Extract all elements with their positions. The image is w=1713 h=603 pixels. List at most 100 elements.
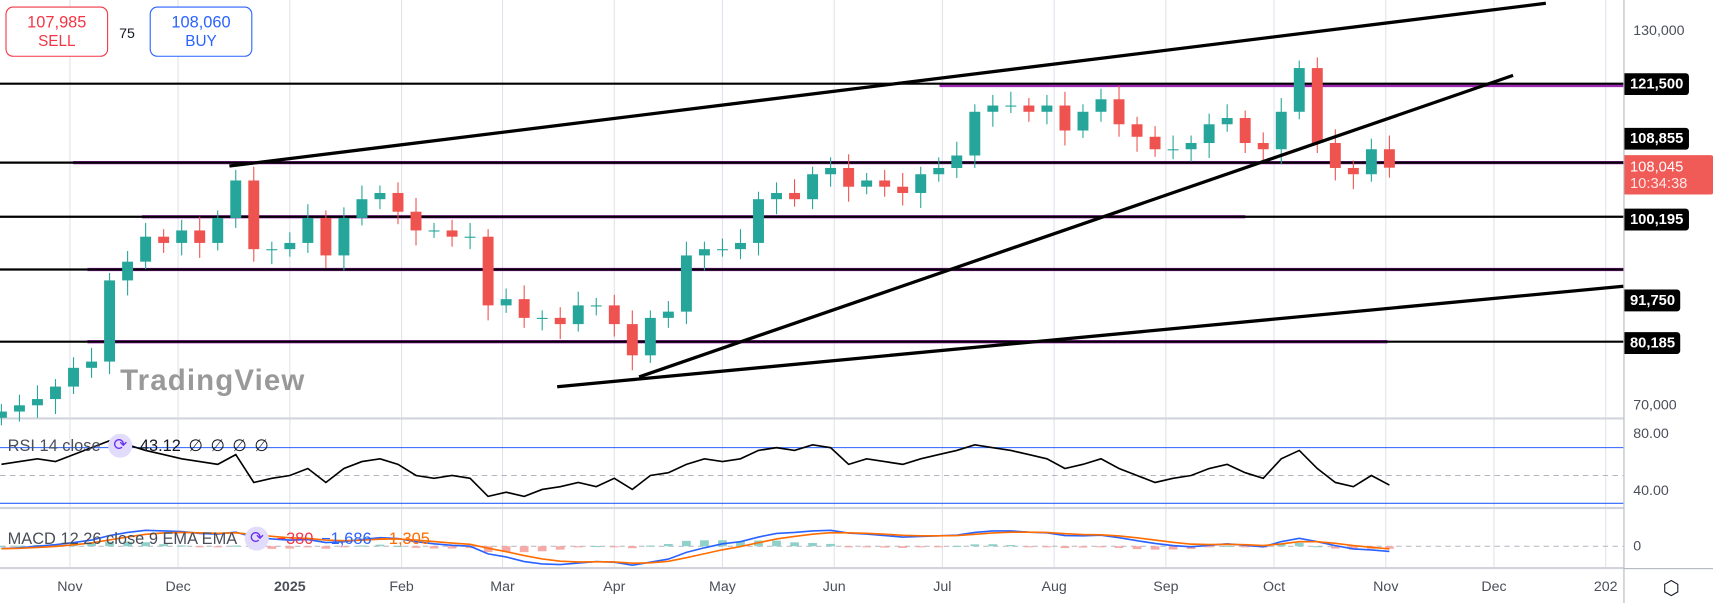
macd-histogram-bar: [1060, 546, 1070, 549]
macd-histogram-bar: [501, 546, 511, 552]
candle-body: [861, 180, 873, 187]
macd-histogram-bar: [195, 546, 205, 548]
macd-histogram-bar: [1096, 546, 1106, 548]
signal-line: [1, 531, 1390, 565]
candle-body: [320, 217, 332, 256]
macd-legend[interactable]: MACD 12 26 close 9 EMA EMA ⟳ −380 −1,686…: [8, 526, 430, 551]
tradingview-watermark: TradingView: [120, 363, 306, 397]
buy-label: BUY: [185, 31, 217, 50]
candle-body: [698, 249, 710, 256]
macd-histogram-bar: [988, 544, 998, 547]
candle-body: [807, 174, 819, 200]
rsi-extra-4: ∅: [254, 436, 269, 456]
candle-body: [1275, 111, 1287, 150]
level-tag: 100,195: [1624, 208, 1689, 231]
macd-histogram-bar: [1222, 545, 1232, 547]
level-tag: 121,500: [1624, 73, 1689, 96]
macd-histogram-bar: [1294, 542, 1304, 547]
macd-histogram-bar: [537, 546, 547, 552]
candle-body: [1203, 124, 1215, 144]
trendline: [557, 284, 1624, 389]
macd-histogram-bar: [826, 543, 835, 547]
macd-histogram-bar: [231, 545, 241, 547]
sync-icon[interactable]: ⟳: [244, 526, 269, 551]
candle-body: [32, 399, 43, 406]
candle-body: [1059, 105, 1071, 131]
macd-histogram-bar: [393, 545, 403, 547]
candle-body: [140, 236, 152, 262]
candle-body: [68, 367, 79, 387]
macd-histogram-bar: [105, 541, 114, 547]
candle-body: [987, 105, 999, 112]
time-label: Apr: [603, 577, 626, 595]
macd-histogram-bar: [339, 546, 349, 548]
macd-histogram-bar: [0, 546, 6, 548]
candle-body: [644, 317, 656, 356]
candle-body: [536, 317, 548, 319]
candle-body: [1131, 124, 1143, 137]
time-label: Jul: [933, 577, 952, 595]
macd-histogram-bar: [555, 546, 565, 550]
candle-body: [158, 236, 170, 243]
candle-body: [662, 311, 674, 318]
time-label: Dec: [165, 577, 191, 595]
macd-histogram-bar: [682, 540, 691, 547]
candle-body: [554, 317, 566, 325]
sync-icon[interactable]: ⟳: [108, 433, 133, 458]
candle-body: [464, 236, 476, 238]
candle-body: [50, 386, 61, 400]
candle-body: [104, 280, 116, 362]
macd-histogram-bar: [862, 546, 872, 548]
macd-histogram-bar: [844, 546, 854, 548]
candle-body: [1365, 149, 1377, 175]
macd-histogram-bar: [1042, 546, 1052, 548]
time-label: May: [709, 577, 736, 595]
rsi-legend[interactable]: RSI 14 close ⟳ 43.12 ∅ ∅ ∅ ∅: [8, 433, 269, 458]
candle-body: [897, 186, 909, 193]
macd-histogram-bar: [141, 542, 150, 547]
macd-histogram-bar: [1348, 546, 1358, 550]
buy-button[interactable]: 108,060 BUY: [149, 6, 253, 57]
candle-body: [284, 242, 296, 250]
candle-body: [86, 361, 98, 368]
macd-histogram-bar: [627, 546, 637, 549]
current-price-tag: 108,045 10:34:38: [1624, 155, 1713, 195]
rsi-tick: 40.00: [1633, 481, 1669, 499]
macd-histogram-bar: [573, 546, 583, 548]
candle-body: [608, 305, 620, 325]
sell-button[interactable]: 107,985 SELL: [5, 6, 109, 57]
macd-histogram-bar: [1078, 546, 1088, 548]
candle-body: [1023, 105, 1035, 112]
candle-body: [915, 174, 927, 193]
rsi-tick: 80.00: [1633, 424, 1669, 442]
candle-body: [843, 167, 855, 187]
macd-histogram-bar: [916, 546, 926, 548]
macd-histogram-bar: [123, 541, 132, 547]
macd-histogram-bar: [880, 546, 890, 548]
candle-body: [789, 192, 801, 200]
macd-histogram-bar: [483, 546, 493, 552]
macd-histogram-bar: [375, 544, 385, 547]
signal-value: −1,305: [379, 529, 430, 548]
candle-body: [735, 242, 746, 250]
candle-body: [1077, 111, 1089, 131]
settings-icon[interactable]: ⬡: [1662, 576, 1680, 599]
macd-histogram-bar: [1330, 546, 1340, 549]
candle-body: [176, 230, 188, 243]
candle-body: [356, 199, 368, 218]
candle-body: [716, 249, 728, 251]
candle-body: [1239, 118, 1251, 144]
candle-body: [374, 192, 386, 200]
price-axis[interactable]: 130,000 70,000 121,500 108,855 108,045 1…: [1623, 0, 1713, 603]
level-tag: 80,185: [1624, 332, 1681, 354]
macd-histogram-bar: [87, 543, 96, 547]
macd-histogram-bar: [736, 541, 745, 547]
candle-body: [1095, 99, 1107, 112]
macd-histogram-bar: [1150, 546, 1160, 550]
chart-canvas[interactable]: [0, 0, 1624, 603]
rsi-line: [1, 439, 1390, 498]
candle-body: [1149, 136, 1161, 150]
macd-histogram-bar: [411, 546, 421, 548]
rsi-extra-2: ∅: [210, 436, 225, 456]
